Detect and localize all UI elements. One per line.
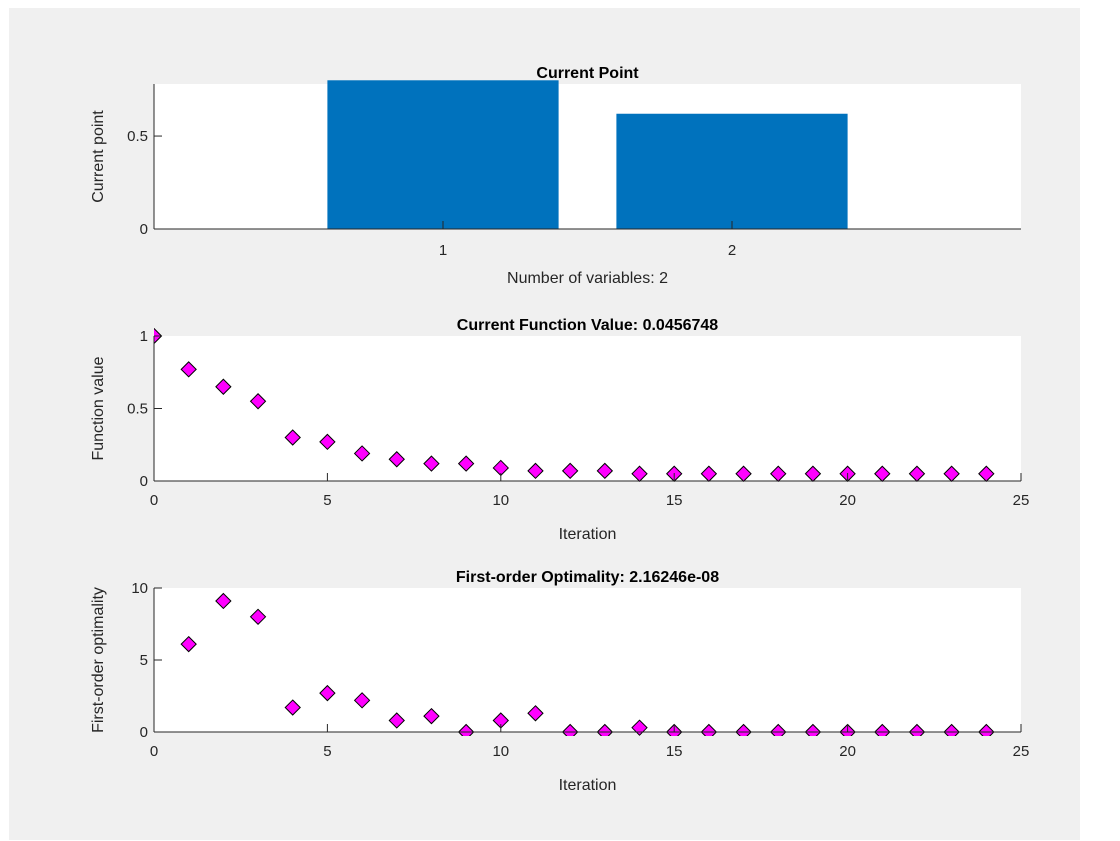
data-point-2 [215, 592, 232, 610]
data-point-4 [284, 699, 301, 716]
x-tick-label: 1 [439, 242, 447, 259]
data-point-1 [180, 361, 197, 378]
x-tick-label: 0 [150, 492, 158, 509]
data-point-7 [388, 712, 405, 729]
y-tick-label: 0 [140, 473, 148, 490]
data-point-19 [804, 723, 822, 736]
data-point-9 [457, 455, 475, 472]
y-axis-label: Current point [90, 110, 107, 203]
x-tick-label: 5 [323, 743, 331, 760]
data-point-1 [180, 635, 197, 653]
y-tick-label: 1 [140, 328, 148, 345]
data-point-13 [596, 462, 614, 480]
x-axis-label: Iteration [559, 526, 617, 543]
y-tick-label: 0 [140, 724, 148, 741]
x-tick-label: 2 [728, 242, 736, 259]
plot-area [154, 84, 1021, 229]
x-tick-label: 15 [666, 492, 683, 509]
data-point-11 [527, 705, 544, 722]
x-tick-label: 25 [1013, 492, 1030, 509]
data-point-4 [284, 429, 301, 446]
data-point-6 [353, 445, 371, 462]
data-point-3 [249, 393, 267, 410]
data-point-24 [978, 723, 995, 736]
marks-layer [180, 592, 995, 736]
plot-area [154, 336, 1021, 481]
data-point-12 [561, 723, 579, 736]
y-tick-label: 0 [140, 221, 148, 238]
data-point-21 [874, 723, 891, 736]
x-tick-label: 10 [492, 743, 509, 760]
marks-layer [154, 328, 995, 482]
bar-2 [616, 113, 848, 229]
data-point-12 [561, 462, 579, 480]
y-axis-label: Function value [90, 356, 107, 460]
chart-1: 1 2 0 0.5 Current Point Number of variables: … [90, 65, 1021, 287]
data-point-18 [770, 723, 787, 736]
data-point-9 [457, 723, 475, 736]
x-tick-label: 20 [839, 743, 856, 760]
chart-title: First-order Optimality: 2.16246e-08 [456, 569, 719, 586]
data-point-8 [423, 707, 440, 725]
chart-title: Current Function Value: 0.0456748 [457, 317, 719, 334]
marks-layer [327, 80, 848, 230]
plot-area [154, 588, 1021, 732]
y-tick-label: 5 [140, 652, 148, 669]
x-tick-label: 25 [1013, 743, 1030, 760]
x-axis-label: Iteration [559, 777, 617, 794]
data-point-22 [908, 723, 926, 736]
data-point-16 [700, 723, 718, 736]
y-tick-label: 10 [131, 580, 148, 597]
bar-1 [327, 80, 559, 230]
x-tick-label: 5 [323, 492, 331, 509]
data-point-6 [353, 692, 371, 709]
x-tick-label: 20 [839, 492, 856, 509]
y-tick-label: 0.5 [127, 128, 148, 145]
chart-title: Current Point [536, 65, 639, 82]
y-tick-label: 0.5 [127, 401, 148, 418]
data-point-2 [215, 378, 232, 395]
chart-2: 0 5 10 15 20 25 0 0.5 1 Current Function Value: 0… [90, 317, 1029, 543]
data-point-14 [631, 719, 648, 736]
data-point-17 [735, 723, 752, 736]
y-axis-label: First-order optimality [90, 587, 107, 733]
x-tick-label: 15 [666, 743, 683, 760]
data-point-5 [319, 684, 336, 702]
data-point-3 [249, 608, 267, 626]
data-point-11 [527, 462, 544, 480]
x-tick-label: 0 [150, 743, 158, 760]
figure-window: 1 2 0 0.5 Current Point Number of variables: … [9, 8, 1080, 840]
data-point-7 [388, 451, 405, 468]
data-point-5 [319, 433, 336, 451]
x-axis-label: Number of variables: 2 [507, 270, 668, 287]
data-point-13 [596, 723, 614, 736]
chart-3: 0 5 10 15 20 25 0 5 10 First-order Optimality: 2.… [90, 569, 1029, 794]
x-tick-label: 10 [492, 492, 509, 509]
data-point-23 [943, 723, 960, 736]
data-point-8 [423, 455, 440, 472]
